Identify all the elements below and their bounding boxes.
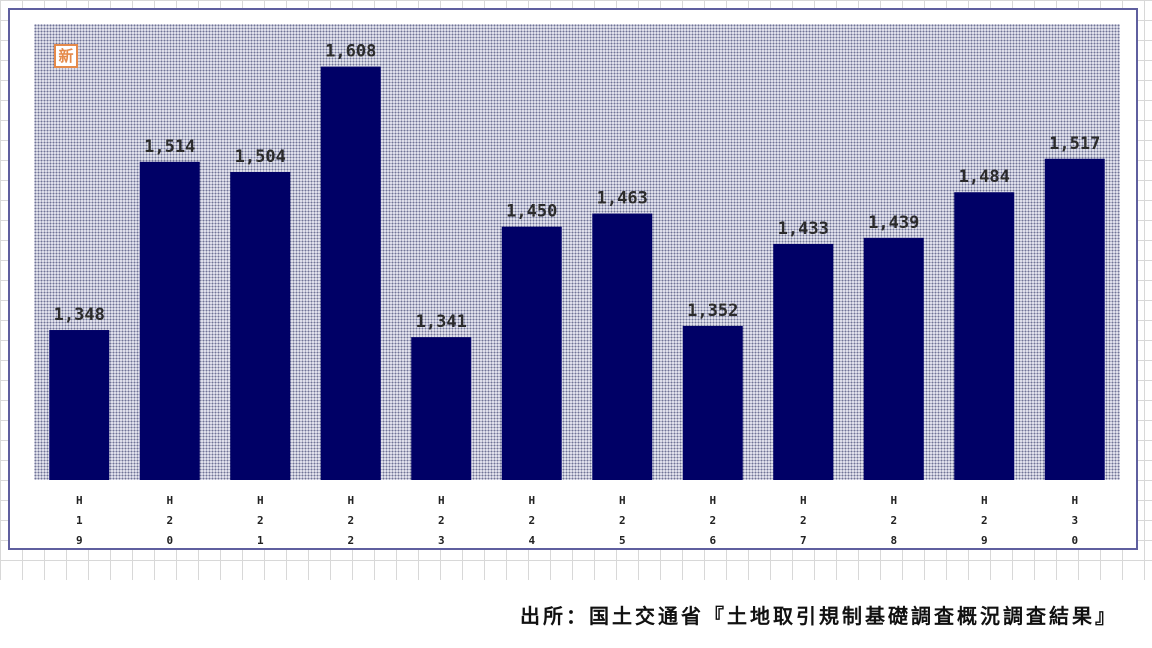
chart-frame: 新 1,348 H 1 9 1,514 H 2 0 1,504 H 2 1 1,608 H 2 2 1,341 H… <box>8 8 1138 550</box>
bar-h21 <box>230 171 291 481</box>
plot-area <box>34 24 1120 480</box>
x-tick-label: H <box>1071 494 1078 507</box>
x-tick-label: 0 <box>166 534 173 547</box>
bar-chart: 1,348 H 1 9 1,514 H 2 0 1,504 H 2 1 1,608 H 2 2 1,341 H 2 3… <box>49 42 1105 547</box>
x-tick-label: 2 <box>890 514 897 527</box>
new-badge: 新 <box>54 44 78 68</box>
value-label: 1,608 <box>325 42 376 62</box>
x-tick-label: 4 <box>528 534 535 547</box>
x-tick-label: 2 <box>528 514 535 527</box>
x-tick-label: 1 <box>257 534 264 547</box>
bar-h26 <box>682 325 743 480</box>
bar-h23 <box>411 337 472 480</box>
source-note: 出所：国土交通省『土地取引規制基礎調査概況調査結果』 <box>520 604 1118 628</box>
x-tick-label: H <box>800 494 807 507</box>
value-label: 1,450 <box>506 202 557 222</box>
bar-h30 <box>1044 158 1105 481</box>
value-label: 1,439 <box>868 213 919 233</box>
x-tick-label: H <box>528 494 535 507</box>
x-tick-label: H <box>166 494 173 507</box>
x-tick-label: 3 <box>438 534 445 547</box>
x-tick-label: 5 <box>619 534 626 547</box>
x-tick-label: 2 <box>166 514 173 527</box>
value-label: 1,341 <box>416 312 467 332</box>
x-tick-label: 1 <box>76 514 83 527</box>
bar-h29 <box>954 192 1015 481</box>
bar-h24 <box>501 226 562 480</box>
x-tick-label: H <box>257 494 264 507</box>
bar-h25 <box>592 213 653 480</box>
x-tick-label: H <box>76 494 83 507</box>
x-tick-label: 7 <box>800 534 807 547</box>
value-label: 1,484 <box>959 167 1010 187</box>
x-tick-label: 2 <box>347 534 354 547</box>
x-tick-label: H <box>438 494 445 507</box>
value-label: 1,352 <box>687 301 738 321</box>
value-label: 1,463 <box>597 188 648 208</box>
bar-h20 <box>139 161 200 480</box>
x-tick-label: 9 <box>76 534 83 547</box>
bar-h22 <box>320 66 381 480</box>
value-label: 1,514 <box>144 137 195 157</box>
footer: 出所：国土交通省『土地取引規制基礎調査概況調査結果』 <box>0 580 1152 648</box>
x-tick-label: 2 <box>709 514 716 527</box>
bar-h28 <box>863 237 924 480</box>
x-tick-label: 6 <box>709 534 716 547</box>
x-tick-label: 3 <box>1071 514 1078 527</box>
x-tick-label: 2 <box>619 514 626 527</box>
x-tick-label: H <box>890 494 897 507</box>
x-tick-label: H <box>709 494 716 507</box>
x-tick-label: 8 <box>890 534 897 547</box>
value-label: 1,433 <box>778 219 829 239</box>
x-tick-label: 2 <box>257 514 264 527</box>
value-label: 1,504 <box>235 147 286 167</box>
bar-h19 <box>49 330 110 480</box>
value-label: 1,517 <box>1049 134 1100 154</box>
x-tick-label: H <box>619 494 626 507</box>
bar-h27 <box>773 243 834 480</box>
value-label: 1,348 <box>54 305 105 325</box>
x-tick-label: 9 <box>981 534 988 547</box>
x-tick-label: 2 <box>347 514 354 527</box>
x-tick-label: H <box>981 494 988 507</box>
x-tick-label: H <box>347 494 354 507</box>
x-tick-label: 0 <box>1071 534 1078 547</box>
x-tick-label: 2 <box>981 514 988 527</box>
x-tick-label: 2 <box>800 514 807 527</box>
x-tick-label: 2 <box>438 514 445 527</box>
